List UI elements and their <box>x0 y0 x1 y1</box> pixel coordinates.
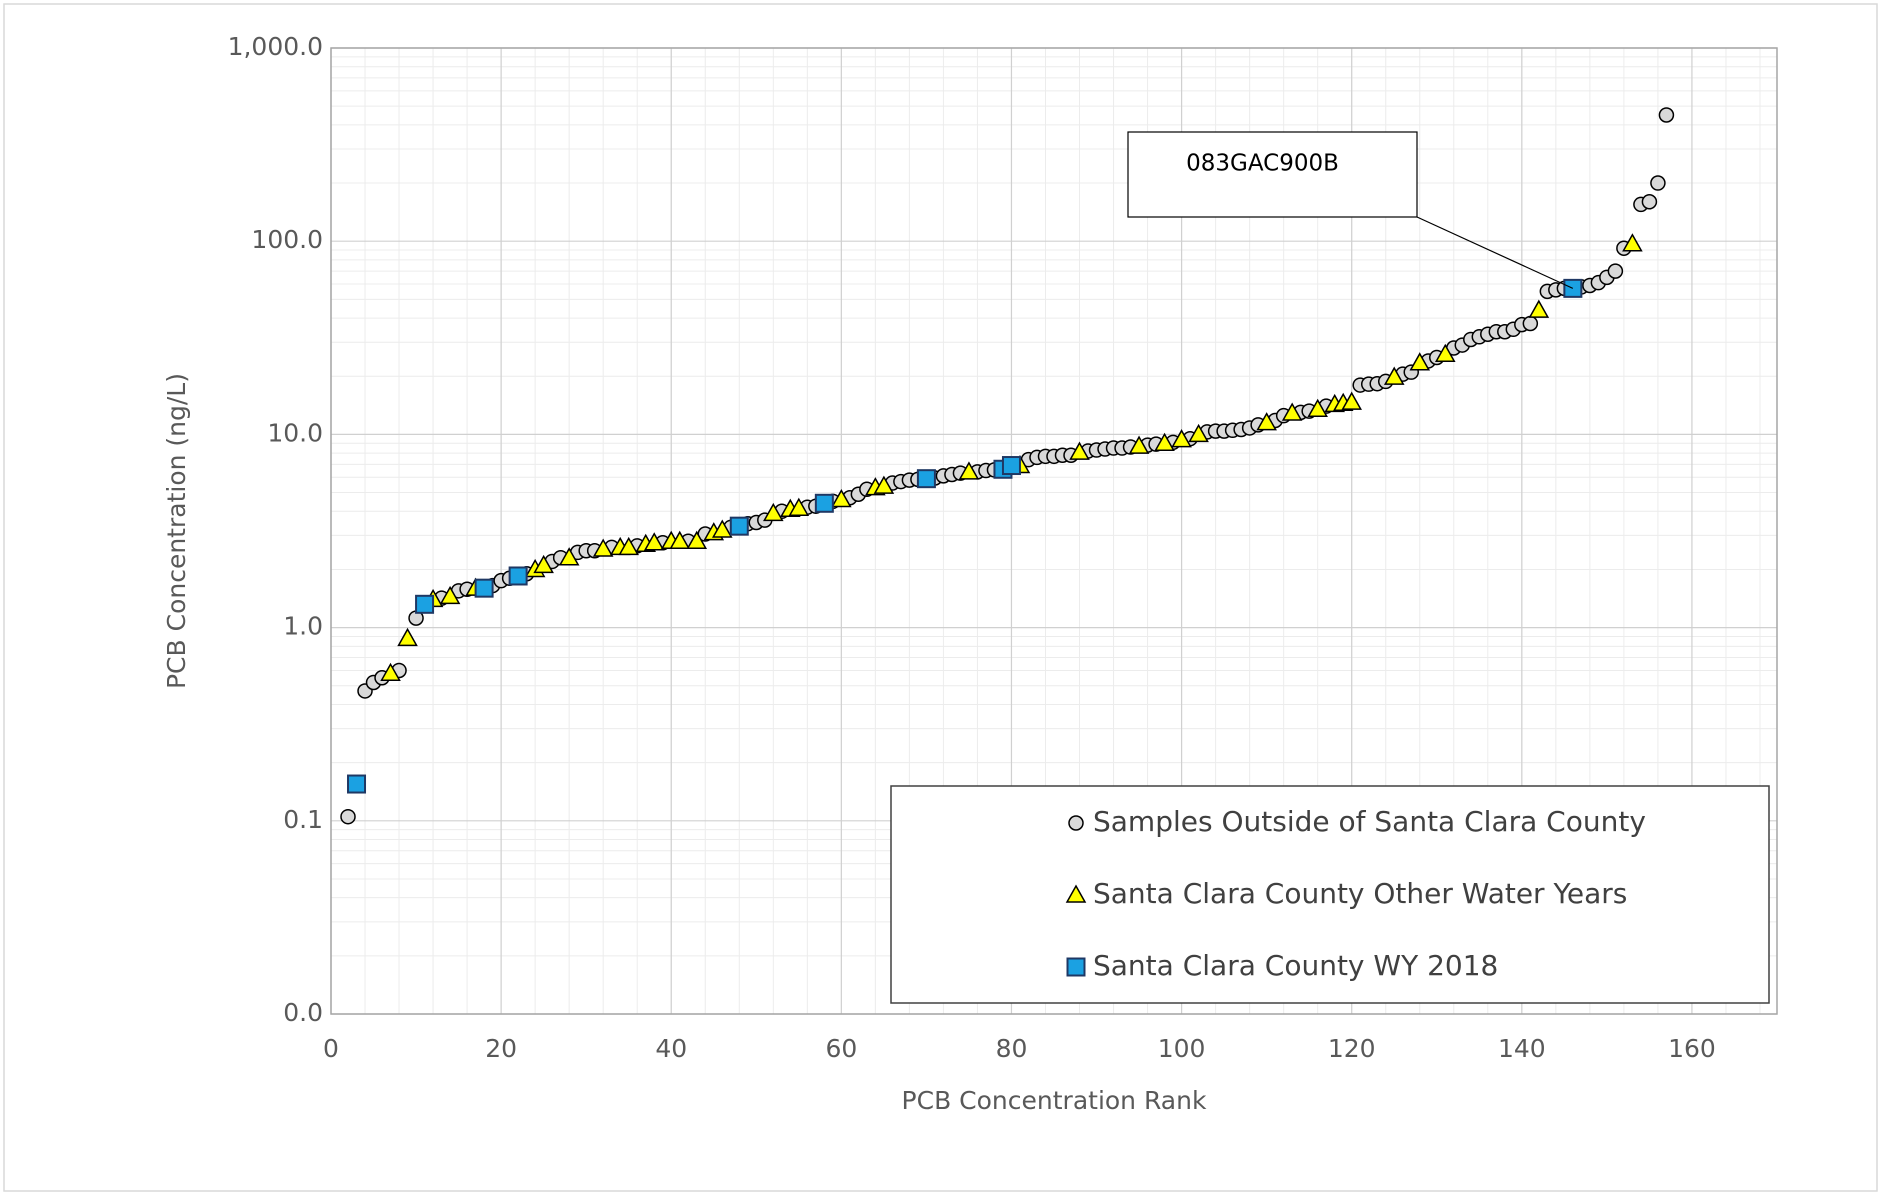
legend-marker <box>1068 815 1084 831</box>
marks <box>340 107 1675 825</box>
point <box>439 585 461 605</box>
point <box>1409 352 1431 371</box>
x-axis-title: PCB Concentration Rank <box>902 1086 1207 1115</box>
y-tick-label: 1.0 <box>283 612 323 641</box>
point <box>340 808 356 825</box>
legend-label: Samples Outside of Santa Clara County <box>1093 805 1646 838</box>
grid <box>330 47 1777 1015</box>
point <box>916 469 936 489</box>
point <box>1128 435 1150 454</box>
point <box>1256 412 1277 431</box>
point <box>1341 391 1362 410</box>
y-tick-label: 100.0 <box>251 225 323 254</box>
point <box>397 627 418 647</box>
point <box>1522 315 1539 332</box>
point <box>686 530 708 549</box>
x-tick-label: 80 <box>996 1034 1028 1063</box>
x-tick-label: 0 <box>323 1034 339 1063</box>
point <box>380 662 401 682</box>
x-tick-label: 100 <box>1158 1034 1206 1063</box>
point <box>1001 456 1021 476</box>
x-tick-label: 20 <box>485 1034 517 1063</box>
annotation-box <box>1127 131 1418 218</box>
x-tick-label: 60 <box>825 1034 857 1063</box>
point <box>1383 366 1405 385</box>
point <box>533 554 554 574</box>
x-tick-label: 160 <box>1668 1034 1716 1063</box>
x-tick-label: 40 <box>655 1034 687 1063</box>
point <box>788 497 810 516</box>
point <box>1171 429 1192 448</box>
point <box>643 532 665 551</box>
y-tick-label: 10.0 <box>267 418 323 447</box>
y-axis-title: PCB Concentration (ng/L) <box>162 373 191 689</box>
point <box>1622 233 1643 252</box>
y-tick-label: 0.1 <box>283 805 323 834</box>
point <box>347 774 367 794</box>
point <box>415 594 435 614</box>
y-tick-label: 0.0 <box>283 998 323 1027</box>
point <box>873 475 895 494</box>
legend-label: Santa Clara County WY 2018 <box>1093 949 1498 982</box>
point <box>1658 107 1675 123</box>
point <box>831 489 852 508</box>
point <box>729 516 749 536</box>
point <box>508 566 528 586</box>
point <box>763 502 784 522</box>
legend-marker <box>1066 957 1086 977</box>
point <box>1650 175 1666 191</box>
legend-box <box>890 785 1770 1004</box>
y-tick-label: 1,000.0 <box>228 32 323 61</box>
point <box>711 519 733 538</box>
x-tick-label: 120 <box>1328 1034 1376 1063</box>
point <box>1528 299 1550 318</box>
annotation-text: 083GAC900B <box>1186 151 1339 177</box>
annotation-leader <box>1416 216 1574 289</box>
point <box>618 536 639 556</box>
plot-border <box>330 47 1778 1015</box>
point <box>1154 432 1175 451</box>
point <box>1188 423 1209 443</box>
legend-label: Santa Clara County Other Water Years <box>1093 877 1627 910</box>
point <box>1069 441 1090 460</box>
point <box>474 578 494 598</box>
point <box>669 530 691 549</box>
point <box>592 538 614 557</box>
point <box>1434 343 1456 362</box>
x-tick-label: 140 <box>1498 1034 1546 1063</box>
point <box>1281 402 1303 421</box>
legend: Samples Outside of Santa Clara County San… <box>1065 805 1646 982</box>
point <box>1641 194 1658 210</box>
legend-marker <box>1065 884 1087 903</box>
point <box>558 547 580 566</box>
point <box>814 493 834 513</box>
point <box>1607 263 1624 279</box>
point <box>1307 398 1328 417</box>
point <box>958 461 980 480</box>
